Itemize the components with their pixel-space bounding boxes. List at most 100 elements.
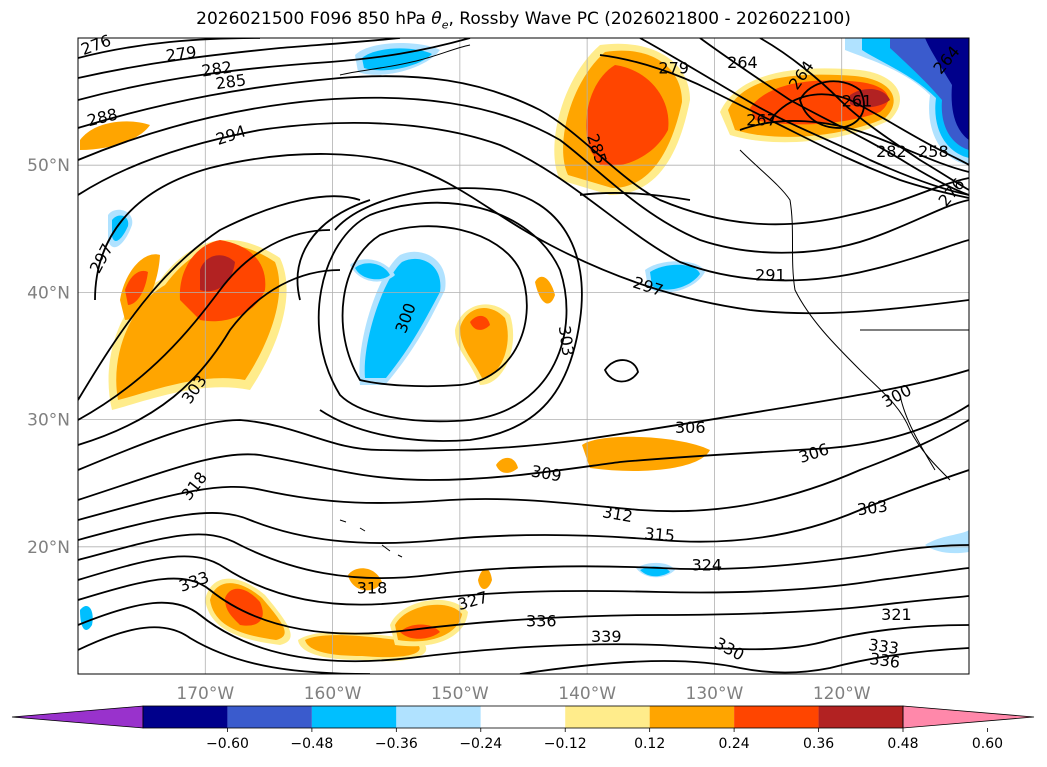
anomaly-negative bbox=[112, 215, 129, 241]
contour-line bbox=[78, 195, 361, 401]
contour-line bbox=[639, 38, 969, 196]
contour-label: 261 bbox=[842, 91, 873, 110]
contour-label: 303 bbox=[555, 324, 578, 357]
y-tick-label: 40°N bbox=[27, 283, 70, 303]
anomaly-negative bbox=[362, 48, 432, 71]
anomaly-negative bbox=[364, 258, 441, 378]
contour-label: 306 bbox=[675, 418, 706, 437]
anomaly-negative bbox=[925, 530, 969, 554]
contour-line bbox=[78, 404, 969, 501]
x-tick-label: 120°W bbox=[813, 684, 871, 704]
contour-label: 282 bbox=[876, 142, 907, 161]
x-tick-label: 160°W bbox=[304, 684, 362, 704]
contour-label: 285 bbox=[214, 70, 247, 93]
anomaly-positive bbox=[496, 457, 518, 473]
colorbar-tick-label: 0.36 bbox=[803, 736, 834, 752]
contour-line bbox=[78, 626, 371, 674]
contour-line bbox=[769, 93, 969, 166]
contour-label: 315 bbox=[644, 524, 676, 546]
contour-label: 279 bbox=[658, 58, 689, 77]
contour-line bbox=[78, 577, 969, 635]
contour-label: 339 bbox=[591, 627, 622, 646]
y-tick-label: 30°N bbox=[27, 411, 70, 431]
colorbar-tick-label: 0.48 bbox=[887, 736, 918, 752]
colorbar-tick-label: 0.12 bbox=[634, 736, 665, 752]
contour-line bbox=[78, 601, 969, 663]
anomaly-positive bbox=[586, 65, 669, 166]
theta-e-contours bbox=[78, 38, 969, 674]
title-suffix: , Rossby Wave PC (2026021800 - 202602210… bbox=[448, 9, 851, 29]
anomaly-positive bbox=[125, 270, 148, 305]
contour-line bbox=[78, 533, 969, 580]
anomaly-positive bbox=[850, 88, 890, 108]
contour-line bbox=[519, 647, 969, 674]
contour-line bbox=[739, 120, 969, 173]
contour-label: 258 bbox=[918, 142, 949, 161]
anomaly-positive bbox=[478, 568, 492, 589]
contour-line bbox=[78, 555, 969, 606]
contour-line bbox=[599, 54, 969, 199]
colorbar-segment bbox=[649, 706, 735, 728]
contour-label: 291 bbox=[755, 266, 786, 285]
colorbar-tick-label: −0.48 bbox=[290, 736, 333, 752]
colorbar-segment bbox=[143, 706, 228, 728]
colorbar-segment bbox=[227, 706, 312, 728]
x-tick-label: 170°W bbox=[176, 684, 234, 704]
colorbar-frame bbox=[142, 705, 904, 729]
colorbar-segment bbox=[480, 706, 566, 728]
contour-line bbox=[78, 419, 969, 521]
colorbar-tick-label: −0.60 bbox=[206, 736, 249, 752]
baja-california bbox=[899, 394, 936, 471]
anomaly-positive bbox=[305, 635, 420, 658]
contour-line bbox=[78, 121, 969, 282]
map-content bbox=[78, 38, 969, 674]
colorbar: −0.60 −0.48 −0.36 −0.24 −0.12 0.12 0.24 0.36 0.4… bbox=[11, 705, 1035, 752]
contour-label: 321 bbox=[881, 605, 912, 624]
colorbar-tick-label: 0.24 bbox=[719, 736, 750, 752]
anomaly-positive bbox=[470, 315, 490, 330]
colorbar-extend-high bbox=[902, 705, 1035, 729]
contour-line bbox=[296, 199, 371, 301]
contour-line bbox=[78, 38, 401, 79]
negative-anomaly-shading bbox=[80, 38, 969, 630]
contour-line bbox=[317, 201, 568, 423]
anomaly-positive bbox=[80, 121, 150, 150]
y-tick-label: 20°N bbox=[27, 538, 70, 558]
contour-line bbox=[78, 369, 969, 471]
colorbar-tick-label: 0.60 bbox=[972, 736, 1003, 752]
colorbar-segment bbox=[734, 706, 819, 728]
contour-line bbox=[78, 469, 969, 544]
contour-label: 336 bbox=[526, 612, 557, 631]
map-frame bbox=[77, 37, 970, 675]
colorbar-tick-label: −0.12 bbox=[544, 736, 587, 752]
contour-line bbox=[319, 187, 583, 442]
gridlines bbox=[78, 38, 969, 674]
title-theta: θ bbox=[431, 9, 442, 29]
x-tick-label: 150°W bbox=[431, 684, 489, 704]
contour-line bbox=[78, 38, 471, 101]
contour-line bbox=[78, 269, 341, 446]
positive-anomaly-shading bbox=[80, 43, 900, 662]
contour-line bbox=[603, 359, 639, 383]
contour-line bbox=[78, 75, 969, 226]
chart-title: 2026021500 F096 850 hPa θe, Rossby Wave … bbox=[0, 9, 1047, 31]
anomaly-negative bbox=[80, 605, 93, 630]
contour-label: 279 bbox=[165, 42, 198, 65]
contour-line bbox=[78, 229, 331, 421]
colorbar-segment bbox=[565, 706, 650, 728]
colorbar-segment bbox=[311, 706, 397, 728]
anomaly-positive bbox=[535, 276, 555, 304]
coastlines bbox=[339, 44, 969, 558]
hawaiian-islands bbox=[339, 519, 403, 558]
anomaly-negative bbox=[355, 263, 390, 280]
anomaly-negative bbox=[925, 38, 969, 140]
contour-label: 303 bbox=[856, 496, 889, 519]
colorbar-tick-label: −0.24 bbox=[459, 736, 502, 752]
contour-line bbox=[579, 192, 691, 201]
colorbar-extend-low bbox=[11, 705, 144, 729]
contour-label: 333 bbox=[867, 635, 900, 658]
contour-label: 267 bbox=[746, 110, 777, 129]
anomaly-negative bbox=[650, 264, 700, 290]
contour-label: 318 bbox=[357, 579, 388, 598]
